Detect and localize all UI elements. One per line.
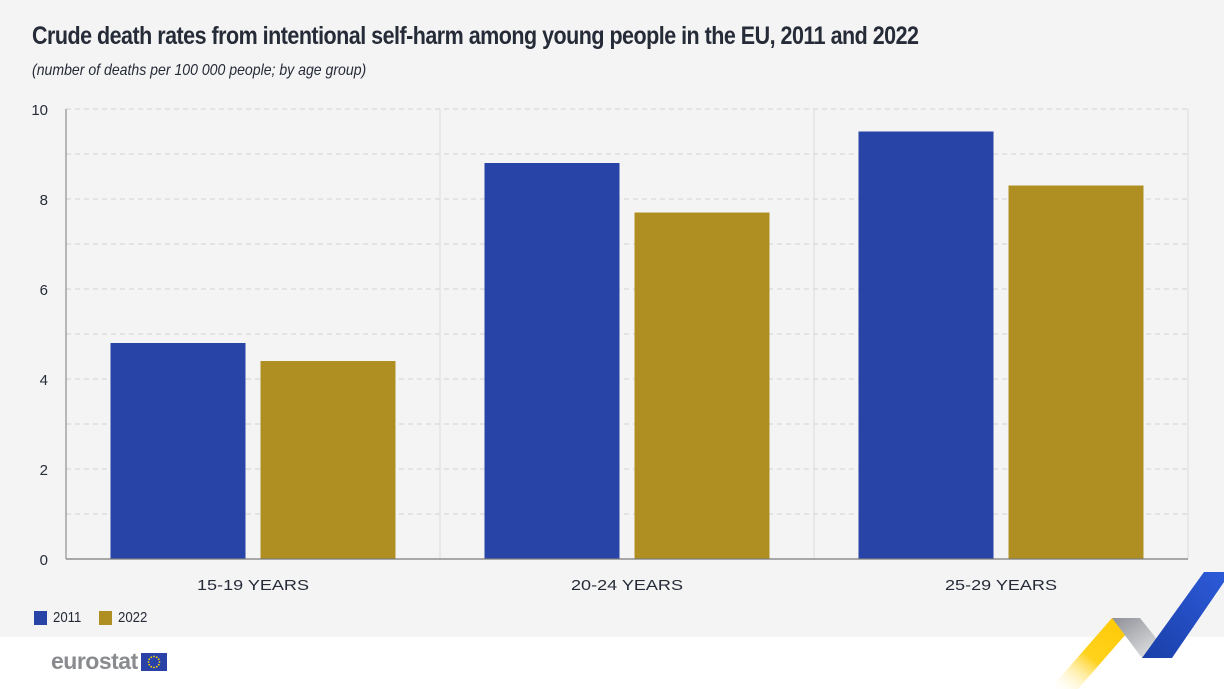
y-tick-label: 2 xyxy=(40,462,48,479)
bar-2011-20-24-years xyxy=(484,163,620,559)
logo-text: eurostat xyxy=(51,648,138,674)
x-tick-label: 15-19 YEARS xyxy=(197,577,309,594)
x-tick-label: 20-24 YEARS xyxy=(571,577,683,594)
bar-2022-15-19-years xyxy=(260,361,396,559)
x-tick-label: 25-29 YEARS xyxy=(945,577,1057,594)
chart-subtitle: (number of deaths per 100 000 people; by… xyxy=(32,62,367,79)
y-tick-label: 4 xyxy=(40,372,48,389)
legend-swatch-2022 xyxy=(99,610,113,625)
y-tick-label: 8 xyxy=(40,192,48,209)
legend-label-2011: 2011 xyxy=(53,609,82,626)
bar-2022-20-24-years xyxy=(634,212,770,559)
bar-2022-25-29-years xyxy=(1008,185,1144,559)
y-tick-label: 0 xyxy=(40,552,48,569)
legend-label-2022: 2022 xyxy=(118,609,148,626)
legend: 2011 2022 xyxy=(34,609,166,626)
footer xyxy=(0,637,1224,689)
bar-2011-25-29-years xyxy=(858,131,994,559)
eu-flag-icon xyxy=(140,652,167,671)
eurostat-logo: eurostat xyxy=(51,648,167,675)
y-tick-label: 10 xyxy=(31,102,48,119)
bar-chart: 0 2 4 6 8 10 15-19 YEARS 20-24 YEARS 25-29 YEARS xyxy=(31,102,1189,594)
legend-swatch-2011 xyxy=(34,610,47,625)
legend-item-2011: 2011 xyxy=(34,609,85,626)
bar-2011-15-19-years xyxy=(110,343,246,559)
decorative-ribbon-icon xyxy=(1050,572,1224,689)
chart-title: Crude death rates from intentional self-… xyxy=(32,22,919,50)
y-tick-label: 6 xyxy=(40,282,48,299)
legend-item-2022: 2022 xyxy=(99,609,151,626)
